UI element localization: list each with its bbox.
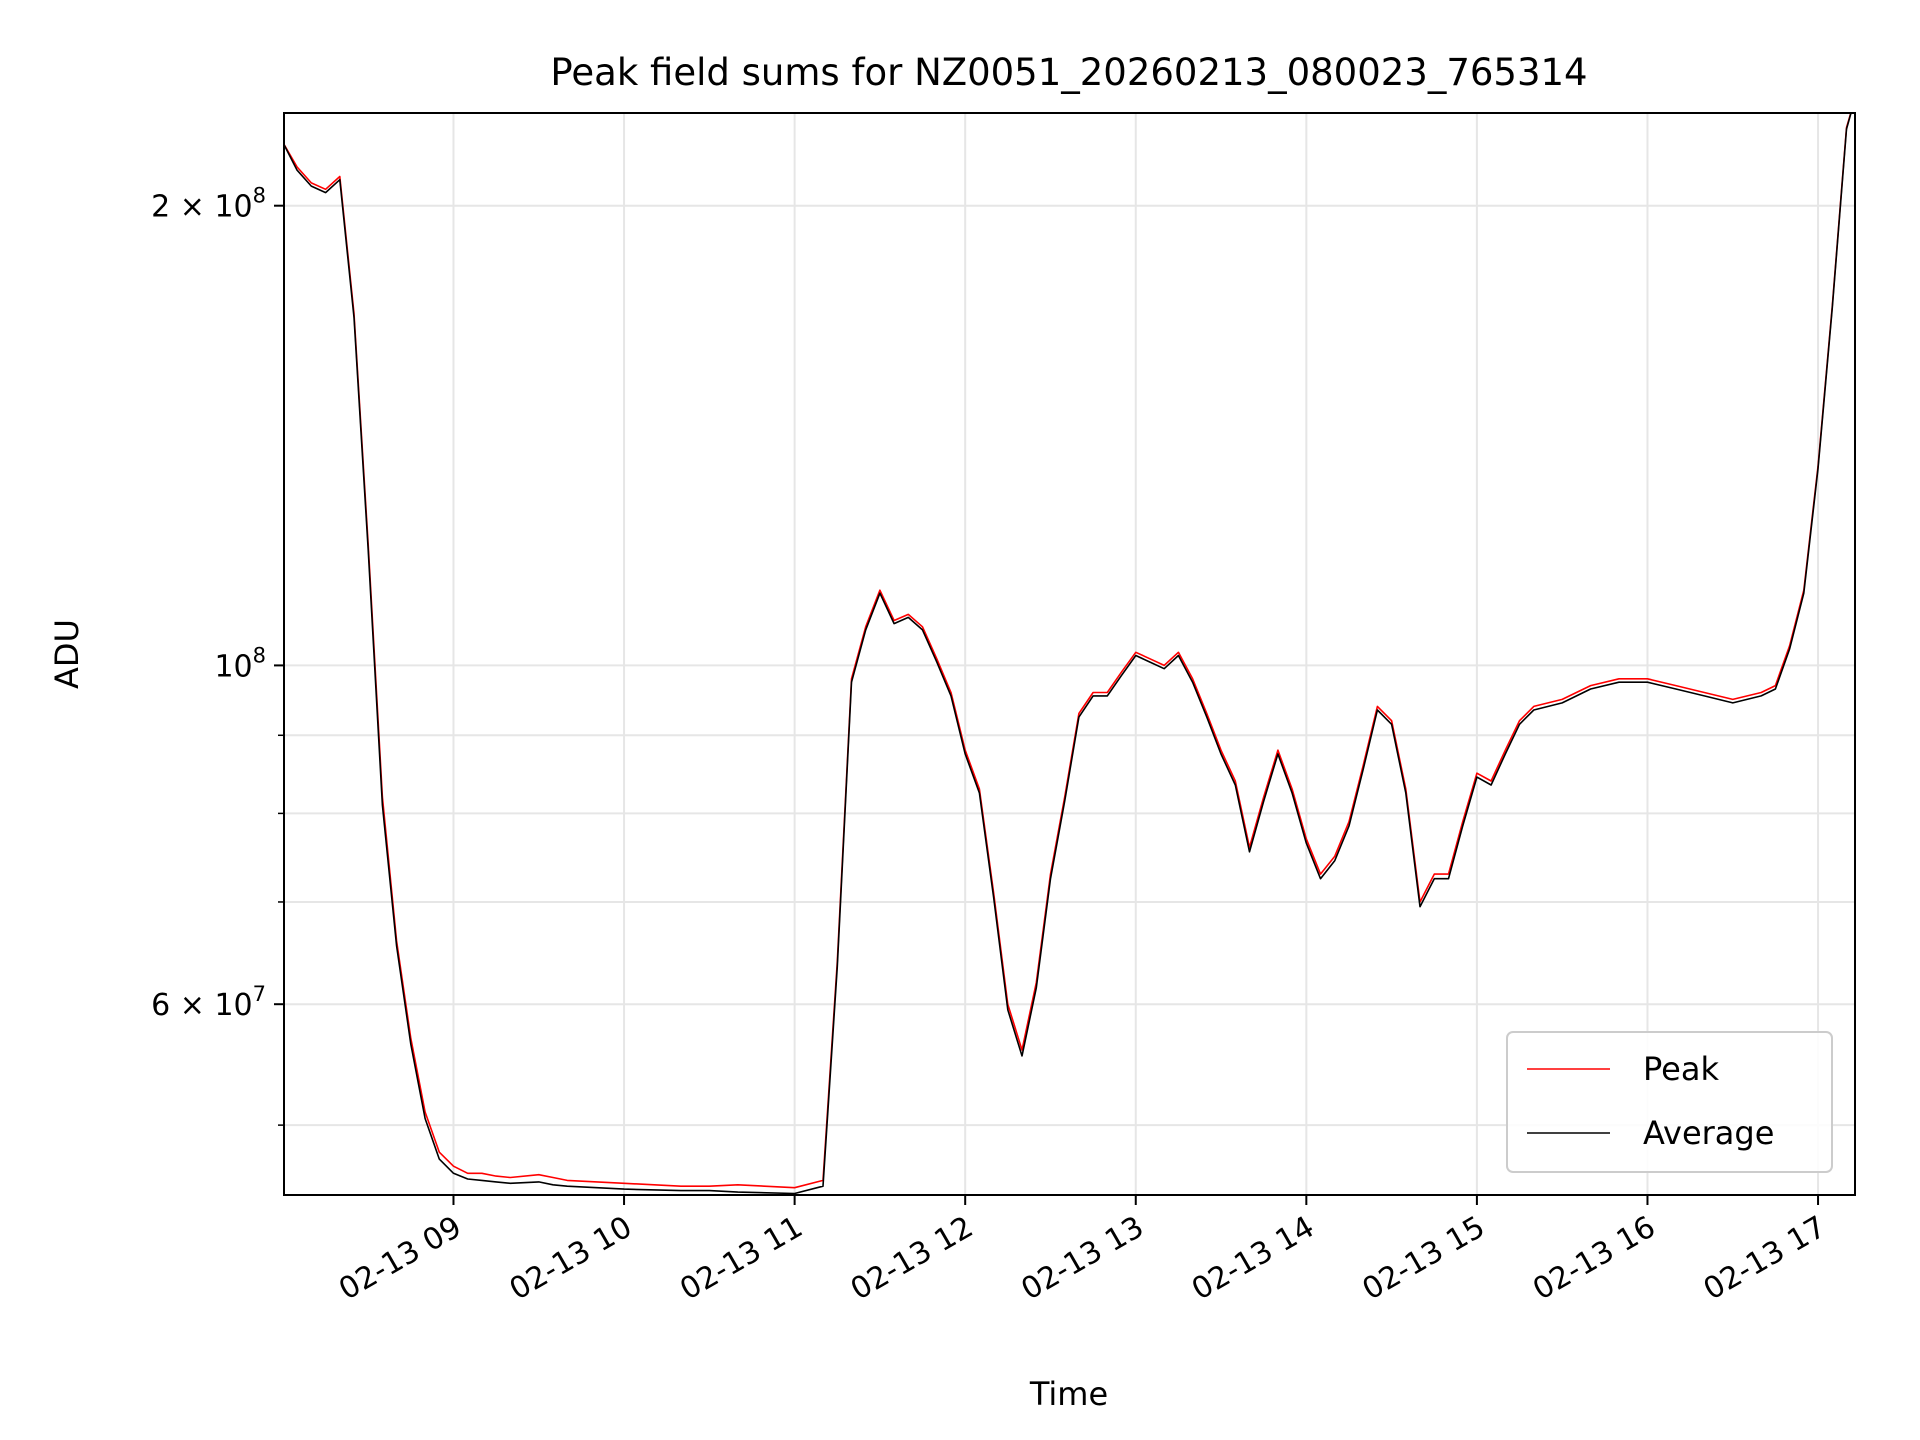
y-tick-times: × — [170, 988, 214, 1023]
x-axis-label: Time — [1029, 1375, 1108, 1413]
y-tick-label: 6 × 107 — [151, 982, 266, 1023]
series-layer — [284, 113, 1852, 1195]
y-tick-exponent: 8 — [253, 643, 266, 667]
legend-label-average: Average — [1643, 1114, 1774, 1152]
y-tick-base: 10 — [214, 649, 252, 684]
y-tick-exponent: 8 — [253, 184, 266, 208]
y-tick-times: × — [170, 190, 214, 225]
y-tick-label: 2 × 108 — [151, 184, 266, 225]
y-tick-label: 108 — [214, 643, 266, 684]
series-line-average — [284, 113, 1852, 1195]
series-line-peak — [284, 113, 1852, 1189]
y-tick-mantissa: 6 — [151, 988, 170, 1023]
legend-label-peak: Peak — [1643, 1050, 1719, 1088]
legend-box — [1506, 1031, 1833, 1173]
y-tick-exponent: 7 — [253, 982, 266, 1006]
y-axis-label: ADU — [48, 619, 86, 689]
legend: Peak Average — [1506, 1031, 1833, 1173]
y-tick-base: 10 — [214, 988, 252, 1023]
y-tick-mantissa: 2 — [151, 190, 170, 225]
y-tick-base: 10 — [214, 190, 252, 225]
chart-title: Peak field sums for NZ0051_20260213_0800… — [550, 51, 1587, 94]
plot-frame — [283, 112, 1856, 1196]
